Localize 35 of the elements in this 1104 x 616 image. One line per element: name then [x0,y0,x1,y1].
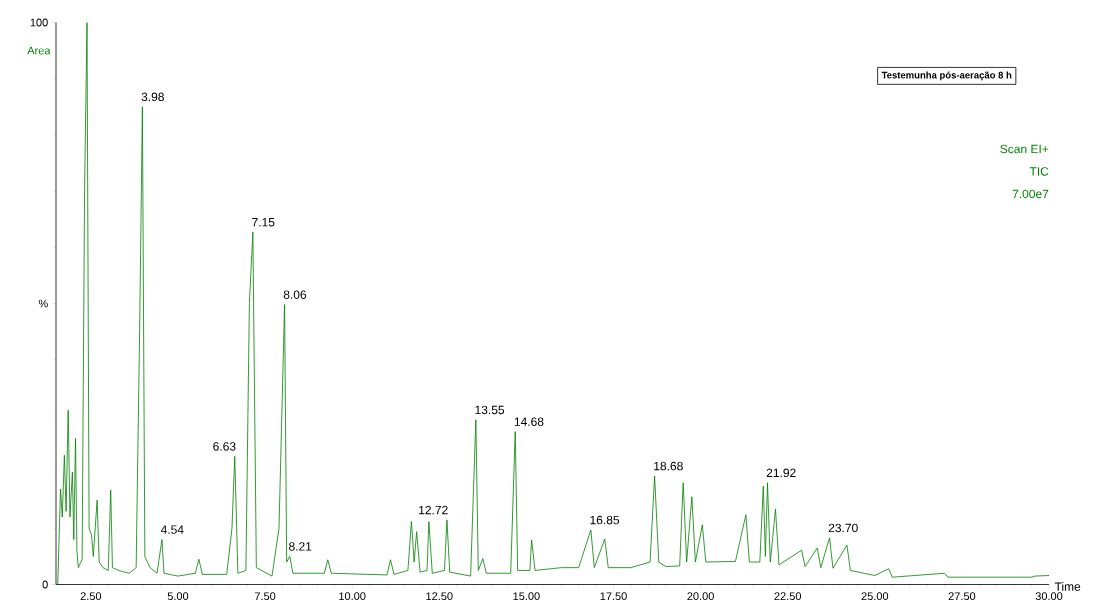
y-tick-label: % [38,299,48,308]
annotation: 21.92 [766,468,796,478]
x-tick-label: 10.00 [339,592,366,601]
x-axis-title: Time [1054,582,1081,591]
y-axis-title: Area [27,46,51,55]
annotation: 8.06 [283,290,307,299]
annotation: 14.68 [514,417,544,426]
x-tick-label: 5.00 [167,592,189,601]
annotation: 23.70 [828,523,858,533]
y-tick-label: 100 [30,18,48,27]
x-tick-label: 27.50 [948,592,976,601]
x-tick-label: 2.50 [80,592,102,601]
annotation: 12.72 [419,505,448,515]
x-tick-label: 12.50 [426,592,453,601]
x-tick-label: 20.00 [687,592,714,601]
line-series [57,22,1050,585]
annotation: 6.63 [213,442,236,451]
x-tick-label: 15.00 [513,592,540,601]
annotation: 16.85 [590,515,620,525]
y-tick-label: 0 [42,580,48,589]
text: Testemunha pós-aeração 8 h [881,71,1012,81]
annotation: 18.68 [654,461,683,471]
annotation: Scan EI+ [1000,144,1049,154]
x-tick-label: 25.00 [861,592,889,601]
annotation: 13.55 [475,405,505,415]
annotation: 7.00e7 [1012,189,1049,199]
annotation: 4.54 [160,525,184,534]
annotation: 8.21 [289,542,312,551]
annotation: 3.98 [141,92,164,102]
x-tick-label: 30.00 [1035,592,1063,601]
x-tick-label: 7.50 [254,592,276,601]
x-tick-label: 22.50 [774,592,802,601]
x-tick-label: 17.50 [600,592,627,601]
annotation: TIC [1029,167,1049,176]
annotation: 7.15 [252,218,275,227]
